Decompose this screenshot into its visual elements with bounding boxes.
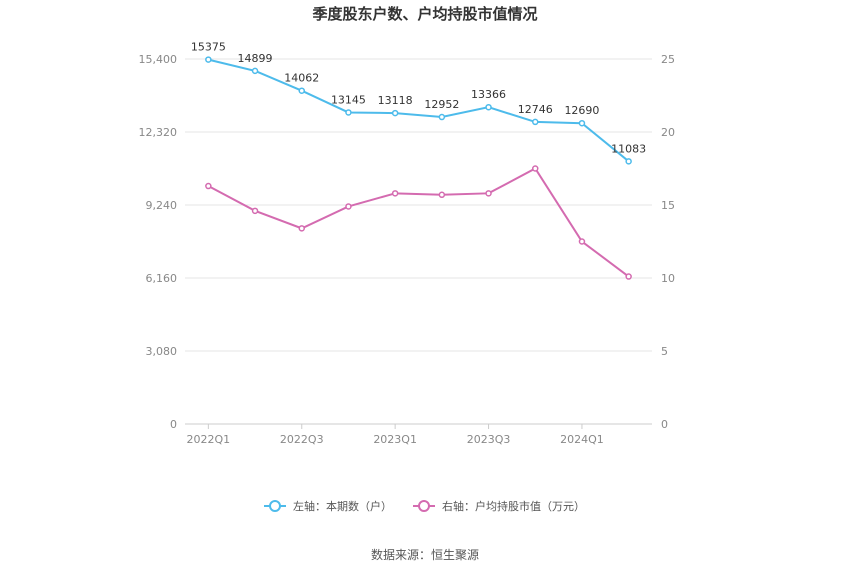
data-label: 14899 <box>238 52 273 65</box>
series-1-point <box>532 118 539 126</box>
left-tick-label: 15,400 <box>139 53 178 66</box>
series-1-point <box>625 158 632 165</box>
right-tick-label: 10 <box>661 272 675 285</box>
left-tick-label: 0 <box>170 418 177 431</box>
right-tick-label: 20 <box>661 126 675 139</box>
series-1-point <box>298 87 305 94</box>
series-2-point <box>578 238 586 245</box>
data-label: 15375 <box>191 41 226 54</box>
series-2-point <box>625 273 632 280</box>
x-tick-label: 2022Q1 <box>187 433 231 446</box>
series-layer: 15375 14899 14062 13145 13118 12952 13366 12746… <box>191 41 646 280</box>
data-label: 12690 <box>564 104 599 117</box>
series-1-point <box>251 67 259 75</box>
series-1-point <box>438 113 446 121</box>
x-axis-ticks: 2022Q1 2022Q3 2023Q1 2023Q3 2024Q1 <box>187 424 604 446</box>
left-tick-label: 3,080 <box>146 345 178 358</box>
data-label: 14062 <box>284 72 319 85</box>
series-1-point <box>345 109 352 116</box>
series-line-1 <box>208 58 630 163</box>
data-label: 12952 <box>424 98 459 111</box>
left-tick-label: 12,320 <box>139 126 178 139</box>
series-1-point <box>485 103 492 111</box>
right-axis-ticks: 0 5 10 15 20 25 <box>661 53 675 431</box>
series-2-point <box>438 191 446 199</box>
data-label: 12746 <box>518 103 553 116</box>
series-2-point <box>205 182 212 190</box>
left-tick-label: 9,240 <box>146 199 178 212</box>
series-2-point <box>345 203 352 210</box>
data-label: 13145 <box>331 93 366 106</box>
legend-marker-1 <box>269 500 281 512</box>
series-1-point <box>205 56 212 63</box>
grid-lines <box>185 58 652 425</box>
series-2-point <box>532 165 539 172</box>
data-label: 13118 <box>378 94 413 107</box>
series-2-point <box>251 207 259 215</box>
left-axis-ticks: 0 3,080 6,160 9,240 12,320 15,400 <box>139 53 178 431</box>
x-tick-label: 2023Q1 <box>373 433 417 446</box>
series-2-point <box>298 225 305 232</box>
legend-label-1: 左轴：本期数（户） <box>293 499 392 513</box>
x-tick-label: 2024Q1 <box>560 433 604 446</box>
chart-title: 季度股东户数、户均持股市值情况 <box>312 5 537 23</box>
right-tick-label: 25 <box>661 53 675 66</box>
data-label: 11083 <box>611 142 646 155</box>
left-tick-label: 6,160 <box>146 272 178 285</box>
legend-label-2: 右轴：户均持股市值（万元） <box>442 499 585 513</box>
x-tick-label: 2022Q3 <box>280 433 324 446</box>
series-1-point <box>391 109 399 117</box>
right-tick-label: 15 <box>661 199 675 212</box>
legend: 左轴：本期数（户） 右轴：户均持股市值（万元） <box>264 499 585 513</box>
series-1-point <box>578 119 586 127</box>
data-label: 13366 <box>471 88 506 101</box>
x-tick-label: 2023Q3 <box>467 433 511 446</box>
right-tick-label: 0 <box>661 418 668 431</box>
right-tick-label: 5 <box>661 345 668 358</box>
series-line-2 <box>207 167 630 278</box>
series-2-point <box>485 190 492 197</box>
series-2-point <box>391 190 399 197</box>
legend-marker-2 <box>418 500 430 512</box>
source-note: 数据来源：恒生聚源 <box>371 547 479 562</box>
